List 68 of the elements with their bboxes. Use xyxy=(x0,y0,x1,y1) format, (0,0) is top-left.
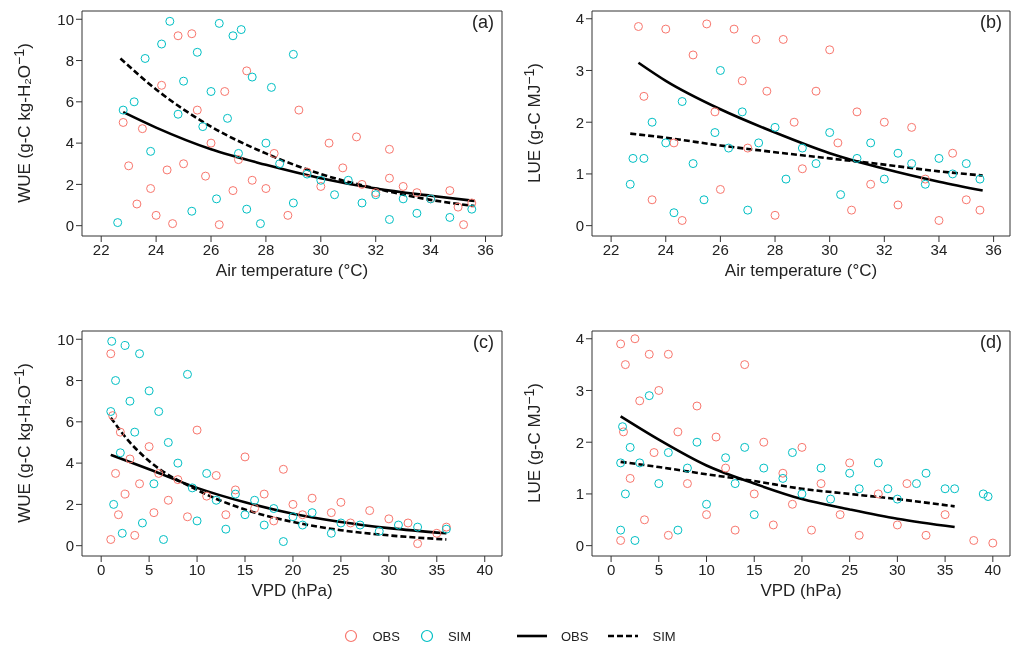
y-tick-label: 4 xyxy=(65,134,74,152)
y-tick-label: 4 xyxy=(575,330,584,348)
y-tick-label: 6 xyxy=(65,413,74,431)
x-tick-label: 32 xyxy=(875,240,893,258)
x-tick-label: 30 xyxy=(312,240,330,258)
x-tick-label: 30 xyxy=(889,560,906,578)
x-axis-title: VPD (hPa) xyxy=(760,581,842,600)
x-tick-label: 28 xyxy=(766,240,784,258)
x-tick-label: 34 xyxy=(930,240,948,258)
y-tick-label: 10 xyxy=(57,330,74,348)
x-tick-label: 30 xyxy=(380,560,398,578)
x-tick-label: 40 xyxy=(984,560,1002,578)
y-tick-label: 0 xyxy=(575,216,584,234)
x-tick-label: 36 xyxy=(477,240,494,258)
y-tick-label: 10 xyxy=(57,10,74,28)
x-axis-title: Air temperature (°C) xyxy=(724,261,878,280)
x-tick-label: 32 xyxy=(367,240,385,258)
y-tick-label: 0 xyxy=(65,537,74,554)
x-tick-label: 40 xyxy=(476,560,494,578)
y-tick-label: 8 xyxy=(65,371,74,389)
annotation: (c) xyxy=(473,332,494,353)
x-axis-title: VPD (hPa) xyxy=(251,581,333,600)
x-tick-label: 36 xyxy=(985,240,1002,258)
x-tick-label: 20 xyxy=(284,560,302,578)
x-tick-label: 15 xyxy=(236,560,254,578)
x-tick-label: 5 xyxy=(144,560,154,578)
y-tick-label: 2 xyxy=(575,433,584,451)
y-tick-label: 8 xyxy=(65,51,74,69)
annotation: (b) xyxy=(980,12,1002,33)
y-tick-label: 2 xyxy=(65,495,74,513)
x-tick-label: 22 xyxy=(602,240,620,258)
legend-label: OBS xyxy=(561,628,589,644)
y-tick-label: 2 xyxy=(575,113,584,131)
x-tick-label: 20 xyxy=(793,560,811,578)
y-tick-label: 3 xyxy=(575,61,584,79)
y-tick-label: 1 xyxy=(575,165,584,183)
y-tick-label: 1 xyxy=(575,485,584,503)
x-tick-label: 25 xyxy=(332,560,350,578)
y-tick-label: 0 xyxy=(65,217,74,234)
y-tick-label: 2 xyxy=(65,175,74,193)
x-tick-label: 15 xyxy=(745,560,763,578)
x-tick-label: 28 xyxy=(257,240,275,258)
y-tick-label: 3 xyxy=(575,381,584,399)
x-tick-label: 26 xyxy=(202,240,220,258)
x-tick-label: 24 xyxy=(147,240,165,258)
annotation: (d) xyxy=(980,332,1002,353)
x-tick-label: 10 xyxy=(188,560,206,578)
x-tick-label: 35 xyxy=(936,560,954,578)
legend-label: SIM xyxy=(652,628,676,644)
y-tick-label: 0 xyxy=(575,536,584,554)
y-tick-label: 4 xyxy=(575,10,584,28)
x-tick-label: 0 xyxy=(606,560,616,578)
x-tick-label: 0 xyxy=(97,560,106,578)
legend-label: SIM xyxy=(447,628,471,644)
x-axis-title: Air temperature (°C) xyxy=(215,261,369,280)
y-tick-label: 4 xyxy=(65,454,74,472)
x-tick-label: 26 xyxy=(712,240,729,258)
x-tick-label: 35 xyxy=(428,560,446,578)
x-tick-label: 25 xyxy=(841,560,859,578)
x-tick-label: 24 xyxy=(657,240,675,258)
x-tick-label: 30 xyxy=(821,240,839,258)
x-tick-label: 10 xyxy=(698,560,715,578)
annotation: (a) xyxy=(472,12,494,33)
x-tick-label: 34 xyxy=(422,240,439,258)
y-tick-label: 6 xyxy=(65,93,74,111)
x-tick-label: 22 xyxy=(92,240,110,258)
legend-label: OBS xyxy=(372,628,400,644)
x-tick-label: 5 xyxy=(654,560,663,578)
